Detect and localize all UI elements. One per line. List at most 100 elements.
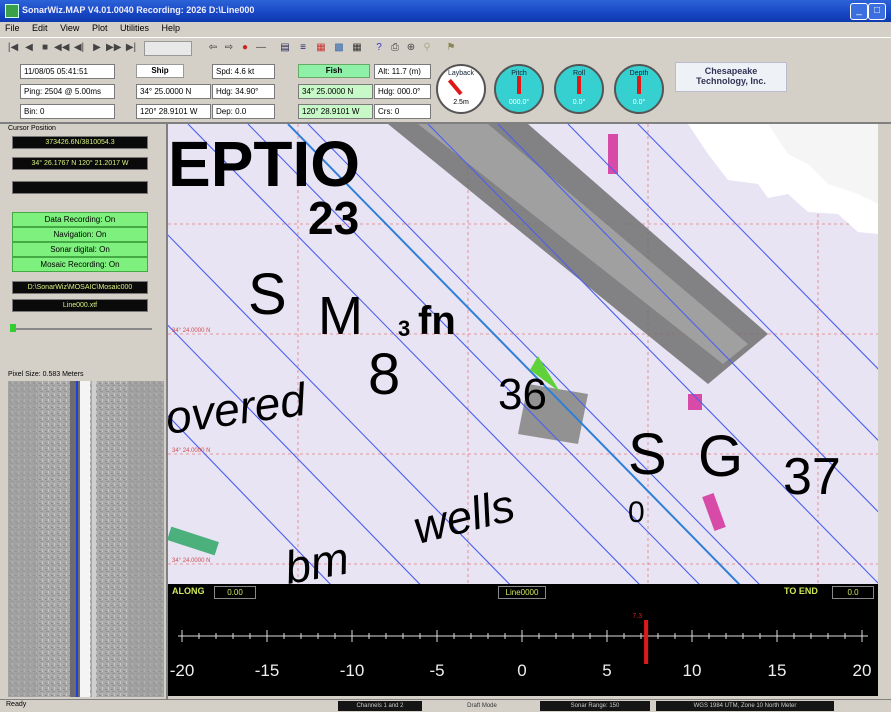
scale-tick-label: 0	[517, 661, 526, 680]
land-area-2	[768, 124, 878, 204]
fish-header: Fish	[298, 64, 370, 78]
minimize-button[interactable]: _	[850, 3, 868, 20]
speed-field: Spd: 4.6 kt	[212, 64, 275, 79]
along-track-scale: -20 -15 -10 -5 0 5 10 15 20 7.3	[170, 613, 872, 680]
play-icon[interactable]: ▶	[93, 42, 101, 53]
gauge-needle	[637, 76, 641, 94]
gauge-label: Depth	[629, 70, 649, 77]
end-icon[interactable]: ▶|	[125, 42, 137, 53]
gauge-value: 2.5m	[453, 99, 469, 106]
roll-gauge: Roll 0.0°	[554, 64, 604, 114]
scale-tick-label: -10	[340, 661, 365, 680]
grid-label: 34° 24.0000 N	[172, 328, 210, 334]
slider-track[interactable]	[12, 328, 152, 330]
menu-help[interactable]: Help	[161, 23, 181, 33]
help-icon[interactable]: ?	[376, 42, 382, 53]
to-end-value: 0.0	[832, 586, 874, 599]
scale-tick-label: 5	[602, 661, 611, 680]
cursor-position-title: Cursor Position	[8, 125, 56, 132]
menu-utilities[interactable]: Utilities	[119, 23, 149, 33]
prev-icon[interactable]: ◀	[25, 42, 33, 53]
pitch-gauge: Pitch 000.0°	[494, 64, 544, 114]
ship-longitude: 120° 28.9101 W	[136, 104, 211, 119]
menu-bar: File Edit View Plot Utilities Help	[0, 22, 891, 36]
grid-label: 34° 24.0000 N	[172, 558, 210, 564]
along-value: 0.00	[214, 586, 256, 599]
map-canvas[interactable]: EPTIO 23 S M 3 fn overed 8 36 S G 37 bm …	[168, 124, 878, 584]
folder-icon[interactable]: ▤	[280, 42, 290, 53]
gauge-needle	[517, 76, 521, 94]
ship-latitude: 34° 25.0000 N	[136, 84, 211, 99]
map-label: 37	[783, 448, 841, 506]
tool-icon[interactable]: ⚑	[446, 42, 456, 53]
sonar-waterfall[interactable]	[8, 381, 164, 697]
sonar-patch	[518, 384, 588, 444]
cursor-blank-field	[12, 181, 148, 194]
map-label: 3	[398, 316, 410, 341]
layers-icon[interactable]: ≡	[300, 42, 306, 53]
arrow-left-icon[interactable]: ⇦	[208, 42, 218, 53]
arrow-right-icon[interactable]: ⇨	[224, 42, 234, 53]
status-sonar-range: Sonar Range: 150	[540, 701, 650, 711]
map-scroll-strip[interactable]	[878, 124, 891, 584]
title-bar: SonarWiz.MAP V4.01.0040 Recording: 2026 …	[0, 0, 891, 22]
grid-label: 34° 24.0000 N	[172, 448, 210, 454]
map-label: G	[698, 424, 743, 489]
cursor-latlon: 34° 26.1767 N 120° 21.2017 W	[12, 157, 148, 170]
scale-tick-label: -20	[170, 661, 195, 680]
gauge-label: Pitch	[511, 70, 527, 77]
grid-labels: 34° 24.0000 N 34° 24.0000 N 34° 24.0000 …	[172, 328, 210, 564]
record-icon[interactable]: ●	[241, 42, 249, 53]
status-channels: Channels 1 and 2	[338, 701, 422, 711]
pixel-size-label: Pixel Size: 0.583 Meters	[8, 371, 84, 378]
chart-marker	[702, 493, 726, 531]
first-icon[interactable]: |◀	[7, 42, 19, 53]
minus-icon[interactable]: —	[256, 42, 266, 53]
menu-file[interactable]: File	[5, 23, 20, 33]
app-icon	[5, 4, 19, 18]
position-marker	[644, 620, 649, 664]
zoom-icon[interactable]: ⊕	[406, 42, 416, 53]
map-label: S	[248, 262, 287, 327]
stop-icon[interactable]: ■	[41, 42, 49, 53]
map-label: 8	[368, 342, 400, 407]
rewind-icon[interactable]: ◀◀	[54, 42, 70, 53]
slider-handle[interactable]	[10, 324, 16, 332]
map-label: bm	[281, 532, 353, 584]
toolbar: |◀ ◀ ■ ◀◀ ◀| ▶ ▶▶ ▶| ⇦ ⇨ ● — ▤ ≡ ▦ ▩ ▦ ?…	[0, 37, 891, 59]
bin-field: Bin: 0	[20, 104, 115, 119]
print-icon[interactable]: ⎙	[391, 42, 399, 53]
grid-icon[interactable]: ▩	[334, 42, 344, 53]
depth-gauge: Depth 0.0°	[614, 64, 664, 114]
gauge-label: Layback	[447, 70, 475, 77]
sonar-mosaic-center	[418, 124, 748, 364]
to-end-label: TO END	[784, 586, 818, 596]
chart-map: EPTIO 23 S M 3 fn overed 8 36 S G 37 bm …	[168, 124, 878, 584]
scale-tick-label: 15	[768, 661, 787, 680]
status-data-recording: Data Recording: On	[12, 212, 148, 227]
ship-heading: Hdg: 34.90°	[212, 84, 275, 99]
ship-track	[287, 124, 741, 584]
status-sonar: Sonar digital: On	[12, 242, 148, 257]
grid2-icon[interactable]: ▦	[352, 42, 362, 53]
fish-altitude: Alt: 11.7 (m)	[374, 64, 431, 79]
gauge-needle	[447, 78, 463, 96]
back-icon[interactable]: ◀|	[73, 42, 85, 53]
color-icon[interactable]: ▦	[316, 42, 326, 53]
scale-tick-label: -15	[255, 661, 280, 680]
mosaic-file-field: D:\SonarWiz\MOSAIC\Mosaic000	[12, 281, 148, 294]
position-marker-label: 7.3	[632, 613, 642, 620]
pin-icon[interactable]: ⚲	[423, 42, 431, 53]
menu-view[interactable]: View	[60, 23, 80, 33]
forward-icon[interactable]: ▶▶	[106, 42, 122, 53]
shoreline-feature	[168, 526, 219, 556]
scale-tick-label: -5	[429, 661, 444, 680]
scale-tick-label: 20	[853, 661, 872, 680]
menu-plot[interactable]: Plot	[91, 23, 108, 33]
fish-latitude: 34° 25.0000 N	[298, 84, 373, 99]
survey-lines	[168, 124, 878, 584]
menu-edit[interactable]: Edit	[32, 23, 48, 33]
speed-field[interactable]	[144, 41, 192, 56]
maximize-button[interactable]: □	[868, 3, 886, 20]
map-label: 23	[308, 192, 359, 244]
